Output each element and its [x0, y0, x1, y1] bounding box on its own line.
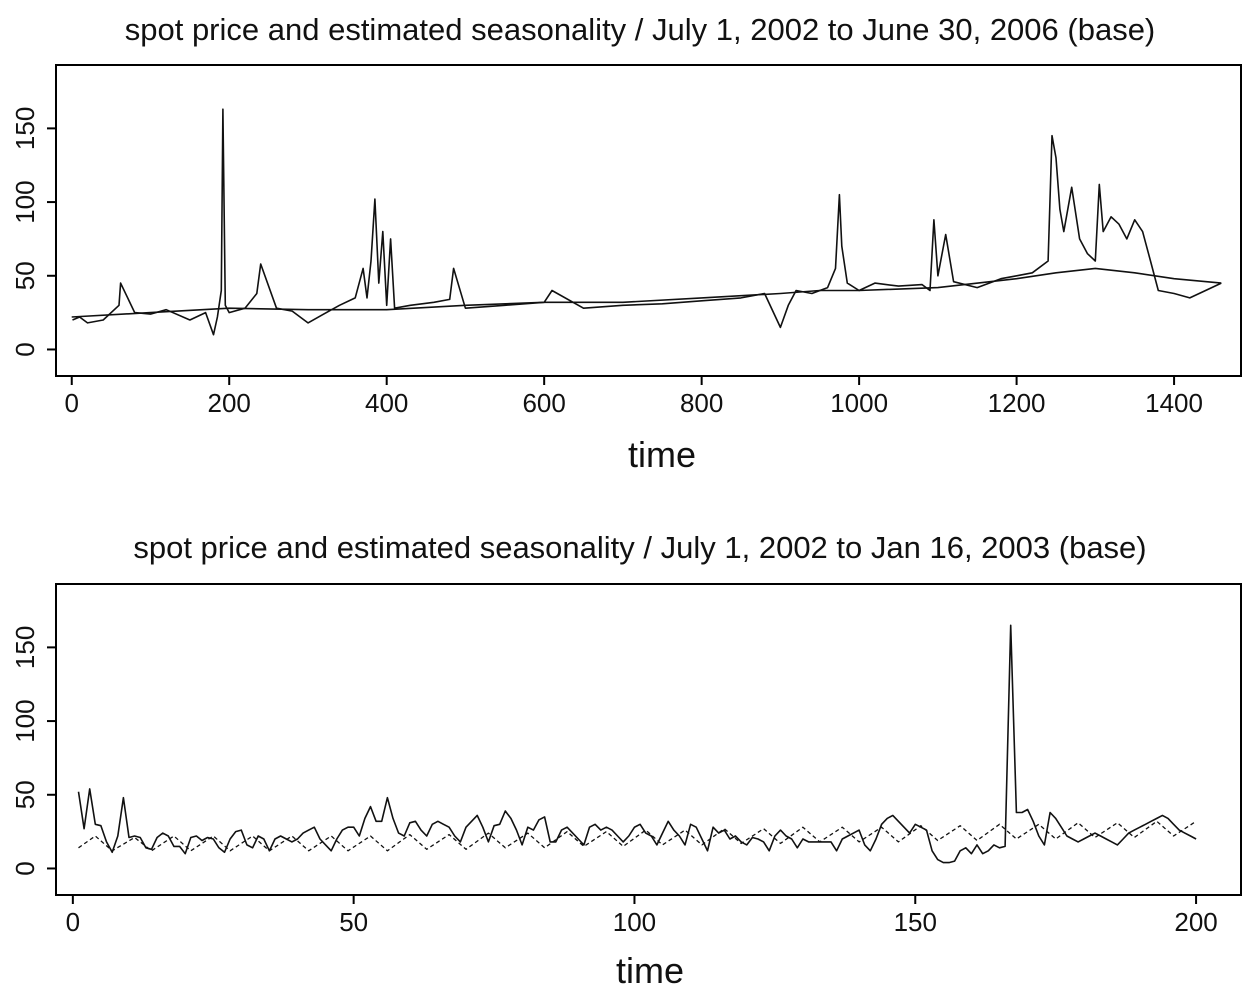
y-tick-label: 150 — [10, 107, 40, 150]
series-line-2 — [71, 267, 1222, 318]
series-line-2 — [78, 820, 1197, 852]
x-tick-label: 600 — [522, 388, 565, 418]
x-tick-label: 50 — [339, 907, 368, 937]
x-tick-label: 200 — [208, 388, 251, 418]
x-tick-label: 0 — [65, 388, 79, 418]
x-tick-label: 1200 — [988, 388, 1046, 418]
x-axis-label: time — [616, 950, 684, 991]
y-tick-label: 0 — [10, 861, 40, 875]
y-axis: 0 50 100 150 — [10, 626, 56, 876]
series-group — [71, 108, 1222, 336]
y-tick-label: 100 — [10, 699, 40, 742]
series-group — [77, 624, 1197, 864]
x-tick-label: 800 — [680, 388, 723, 418]
chart-title: spot price and estimated seasonality / J… — [125, 12, 1156, 47]
y-axis: 0 50 100 150 — [10, 107, 56, 357]
x-axis: 0 50 100 150 200 — [66, 895, 1218, 937]
x-tick-label: 150 — [894, 907, 937, 937]
plot-frame — [55, 583, 1242, 896]
y-tick-label: 100 — [10, 180, 40, 223]
chart-panel-bottom: spot price and estimated seasonality / J… — [10, 530, 1242, 991]
plot-frame — [55, 64, 1242, 377]
x-axis-label: time — [628, 434, 696, 475]
y-tick-label: 0 — [10, 342, 40, 356]
series-line-1 — [77, 624, 1197, 864]
x-tick-label: 0 — [66, 907, 80, 937]
chart-panel-top: spot price and estimated seasonality / J… — [10, 12, 1242, 475]
x-tick-label: 100 — [613, 907, 656, 937]
x-tick-label: 400 — [365, 388, 408, 418]
x-tick-label: 1400 — [1145, 388, 1203, 418]
x-tick-label: 200 — [1174, 907, 1217, 937]
y-tick-label: 50 — [10, 261, 40, 290]
x-tick-label: 1000 — [830, 388, 888, 418]
y-tick-label: 50 — [10, 780, 40, 809]
y-tick-label: 150 — [10, 626, 40, 669]
x-axis: 0 200 400 600 800 1000 1200 1400 — [65, 376, 1203, 418]
chart-title: spot price and estimated seasonality / J… — [133, 530, 1146, 565]
